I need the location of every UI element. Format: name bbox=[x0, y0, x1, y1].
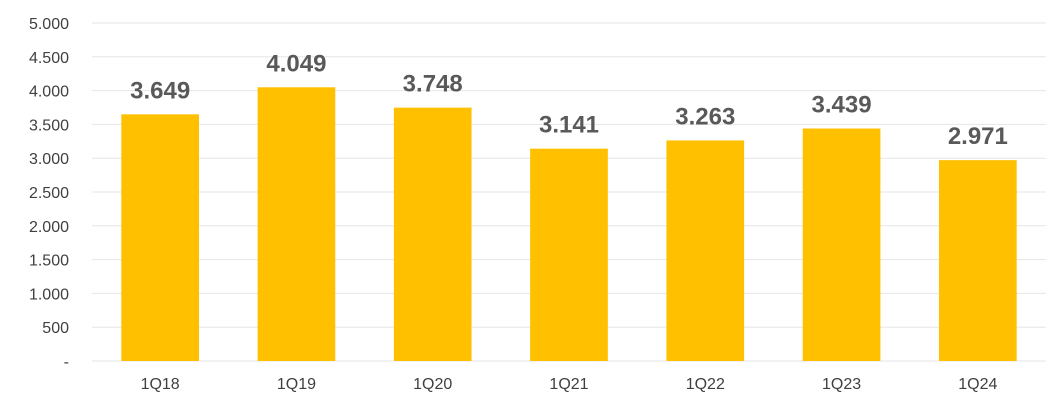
x-tick-label: 1Q19 bbox=[277, 376, 316, 393]
bar-1Q18 bbox=[121, 114, 199, 361]
bar-1Q24 bbox=[939, 160, 1017, 361]
data-label: 3.263 bbox=[675, 103, 735, 130]
x-tick-label: 1Q21 bbox=[549, 376, 588, 393]
y-tick-label: 1.000 bbox=[29, 286, 69, 303]
y-axis-ticks: - 500 1.000 1.500 2.000 2.500 3.000 3.500 4.000 4… bbox=[29, 16, 69, 371]
bar-1Q19 bbox=[257, 87, 336, 361]
y-tick-label: 500 bbox=[42, 320, 69, 337]
y-tick-label: 3.500 bbox=[29, 117, 69, 134]
data-label: 3.649 bbox=[130, 77, 190, 104]
data-label: 3.439 bbox=[812, 92, 872, 119]
x-tick-label: 1Q24 bbox=[958, 376, 997, 393]
x-tick-label: 1Q23 bbox=[822, 376, 861, 393]
data-label: 2.971 bbox=[948, 123, 1008, 150]
x-tick-label: 1Q18 bbox=[141, 376, 180, 393]
y-tick-label: 5.000 bbox=[29, 16, 69, 33]
data-label: 3.748 bbox=[403, 71, 463, 98]
bar-1Q22 bbox=[666, 140, 745, 361]
bar-1Q23 bbox=[802, 128, 881, 361]
y-tick-label: 3.000 bbox=[29, 151, 69, 168]
y-tick-label: - bbox=[64, 354, 69, 371]
bars bbox=[121, 87, 1017, 362]
data-label: 4.049 bbox=[266, 50, 326, 77]
bar-1Q20 bbox=[393, 107, 472, 362]
data-label: 3.141 bbox=[539, 112, 599, 139]
y-tick-label: 2.500 bbox=[29, 185, 69, 202]
data-labels: 3.649 4.049 3.748 3.141 3.263 3.439 2.971 bbox=[130, 50, 1008, 150]
y-tick-label: 4.000 bbox=[29, 84, 69, 101]
y-tick-label: 1.500 bbox=[29, 253, 69, 270]
bar-1Q21 bbox=[530, 148, 608, 361]
x-tick-label: 1Q20 bbox=[413, 376, 452, 393]
y-tick-label: 4.500 bbox=[29, 50, 69, 67]
y-tick-label: 2.000 bbox=[29, 219, 69, 236]
x-axis-ticks: 1Q18 1Q19 1Q20 1Q21 1Q22 1Q23 1Q24 bbox=[141, 376, 998, 393]
x-tick-label: 1Q22 bbox=[686, 376, 725, 393]
